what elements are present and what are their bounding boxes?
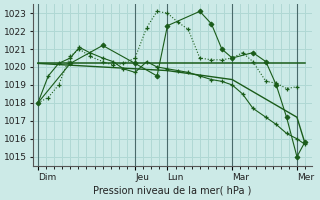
X-axis label: Pression niveau de la mer( hPa ): Pression niveau de la mer( hPa ) <box>93 186 252 196</box>
